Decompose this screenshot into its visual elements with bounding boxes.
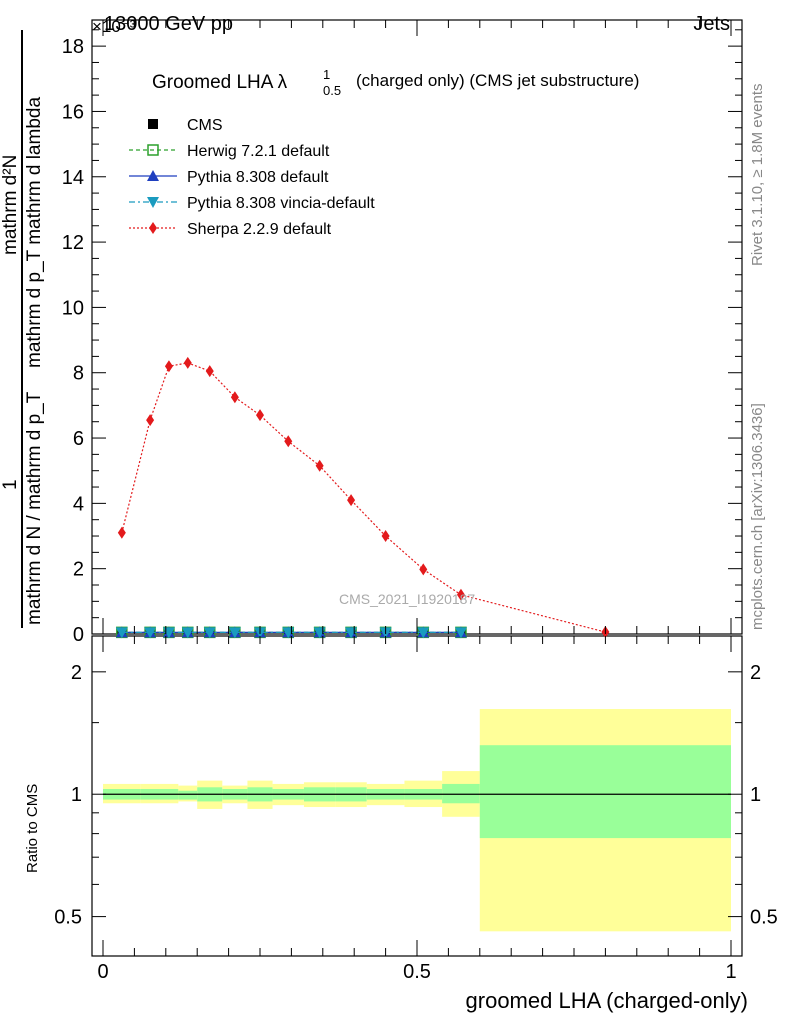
ratio-y-tick-label-right: 0.5	[750, 907, 778, 929]
legend-entry: Pythia 8.308 default	[129, 169, 329, 186]
y-axis-label: 1 mathrm d N / mathrm d p_T mathrm d²N m…	[0, 30, 45, 628]
legend-marker	[149, 222, 157, 234]
energy-label: 13000 GeV pp	[104, 13, 233, 35]
legend-label: Pythia 8.308 vincia-default	[187, 195, 375, 212]
y-tick-label: 10	[62, 297, 84, 319]
jets-label: Jets	[693, 13, 730, 35]
x-tick-label: 0	[97, 961, 108, 983]
data-point	[454, 627, 467, 639]
legend-marker	[147, 170, 159, 181]
legend-label: Herwig 7.2.1 default	[187, 143, 330, 160]
legend-entry: Sherpa 2.2.9 default	[129, 221, 332, 238]
legend-label: Sherpa 2.2.9 default	[187, 221, 332, 238]
x-axis-label: groomed LHA (charged-only)	[466, 988, 748, 1013]
y-tick-label: 16	[62, 101, 84, 123]
legend-label: CMS	[187, 117, 223, 134]
series-4	[117, 356, 610, 639]
data-point	[183, 356, 192, 369]
data-point	[205, 365, 214, 378]
ratio-y-tick-label-right: 1	[750, 784, 761, 806]
data-point	[115, 627, 128, 639]
legend-entry: CMS	[148, 117, 223, 134]
legend-marker	[148, 119, 158, 129]
svg-text:mathrm d p_T mathrm d lambda: mathrm d p_T mathrm d lambda	[24, 97, 45, 368]
data-point	[181, 627, 194, 639]
y-tick-label: 18	[62, 36, 84, 58]
svg-text:mathrm d²N: mathrm d²N	[0, 155, 21, 255]
legend: CMS Herwig 7.2.1 default Pythia 8.308 defa…	[129, 117, 375, 238]
svg-text:(charged only) (CMS jet substr: (charged only) (CMS jet substructure)	[356, 71, 639, 90]
data-point	[144, 627, 157, 639]
ratio-band-inner	[178, 790, 198, 800]
y-tick-label: 2	[73, 559, 84, 581]
data-point	[347, 494, 356, 507]
analysis-watermark: CMS_2021_I1920187	[339, 591, 475, 607]
y-tick-label: 12	[62, 232, 84, 254]
data-point	[164, 360, 173, 373]
y-multiplier: ×10⁻³	[92, 17, 136, 36]
data-point	[381, 530, 390, 543]
svg-text:Groomed LHA λ0.51: Groomed LHA λ 0.51	[152, 67, 341, 98]
y-tick-label: 6	[73, 428, 84, 450]
ratio-y-tick-label: 2	[71, 662, 82, 684]
svg-text:mathrm d N / mathrm d p_T: mathrm d N / mathrm d p_T	[24, 391, 45, 625]
data-point	[230, 391, 239, 404]
ratio-y-tick-label-right: 2	[750, 662, 761, 684]
x-tick-label: 1	[725, 961, 736, 983]
ratio-y-tick-label: 1	[71, 784, 82, 806]
ratio-y-label: Ratio to CMS	[24, 784, 41, 873]
data-point	[117, 526, 126, 539]
legend-entry: Pythia 8.308 vincia-default	[129, 195, 375, 212]
ratio-y-tick-label: 0.5	[54, 907, 82, 929]
data-point	[417, 627, 430, 639]
rivet-label: Rivet 3.1.10, ≥ 1.8M events	[749, 84, 766, 267]
y-tick-label: 0	[73, 624, 84, 646]
mcplots-label: mcplots.cern.ch [arXiv:1306.3436]	[749, 403, 766, 630]
data-point	[228, 627, 241, 639]
data-point	[315, 459, 324, 472]
data-point	[284, 435, 293, 448]
ratio-uncertainty-bands	[103, 709, 731, 932]
y-tick-label: 14	[62, 167, 84, 189]
data-point	[256, 409, 264, 422]
y-tick-label: 8	[73, 363, 84, 385]
legend-entry: Herwig 7.2.1 default	[129, 143, 330, 160]
data-point	[203, 627, 216, 639]
ratio-band-inner	[479, 745, 731, 839]
svg-text:1: 1	[0, 479, 21, 490]
ratio-band-inner	[442, 783, 480, 804]
x-tick-label: 0.5	[403, 961, 431, 983]
plot-title: Groomed LHA λ 0.51 (charged only) (CMS je…	[152, 67, 639, 98]
legend-marker	[147, 144, 159, 156]
y-tick-label: 4	[73, 493, 84, 515]
data-point	[456, 588, 465, 601]
main-plot-frame	[91, 19, 743, 635]
legend-label: Pythia 8.308 default	[187, 169, 329, 186]
data-point	[146, 414, 155, 427]
data-point	[419, 563, 428, 576]
legend-marker	[147, 197, 159, 208]
